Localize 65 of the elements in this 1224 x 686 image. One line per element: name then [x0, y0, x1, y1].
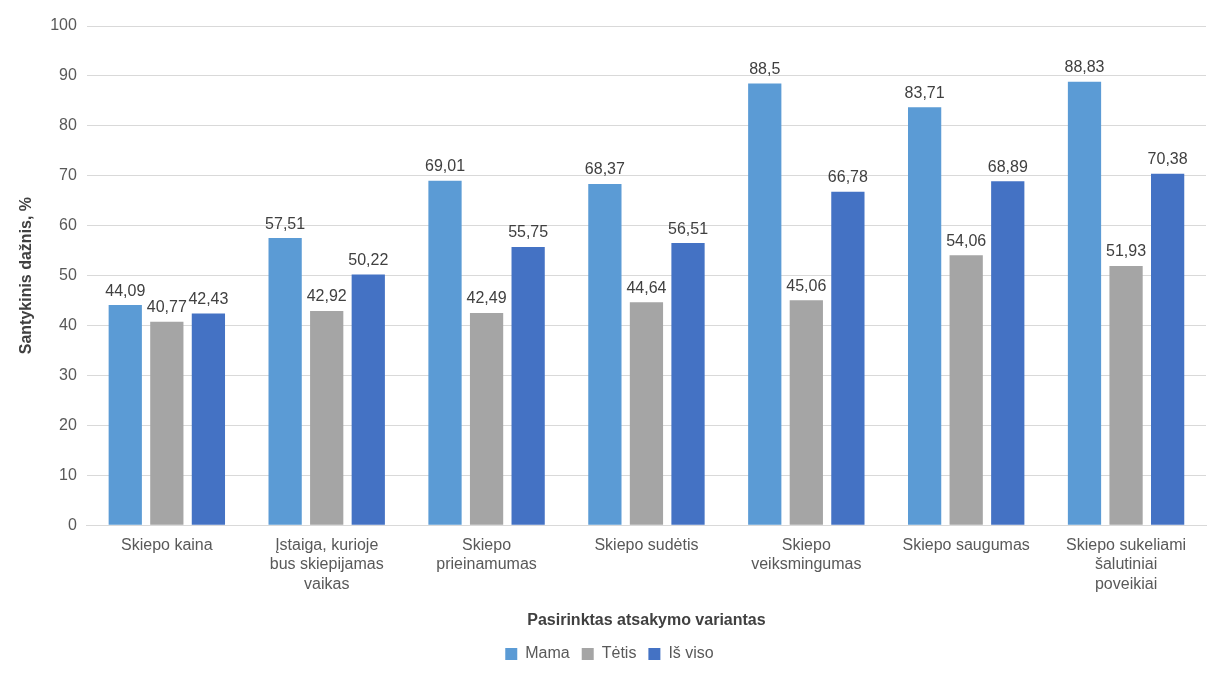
bar [748, 83, 782, 525]
bar [831, 191, 865, 525]
bar [1151, 173, 1185, 525]
bar [351, 274, 385, 525]
x-tick-label: Įstaiga, kurioje bus skiepijamas vaikas [269, 536, 384, 592]
y-tick-label: 0 [67, 515, 77, 533]
bar [511, 246, 545, 525]
x-tick-label: Skiepo kaina [121, 536, 213, 554]
x-tick-label: Skiepo saugumas [902, 536, 1030, 554]
y-tick-label: 70 [59, 166, 77, 184]
data-label: 57,51 [265, 214, 306, 232]
data-label: 50,22 [348, 250, 389, 268]
y-tick-label: 40 [59, 315, 77, 333]
bar [108, 305, 142, 525]
data-label: 54,06 [946, 231, 987, 249]
x-tick-label: Skiepo prieinamumas [436, 536, 537, 573]
bar [671, 243, 705, 525]
x-tick-label: Skiepo veiksmingumas [751, 536, 862, 573]
x-tick-label: Skiepo sudėtis [594, 536, 699, 554]
data-label: 83,71 [904, 83, 945, 101]
bar [991, 181, 1025, 525]
data-label: 68,37 [584, 160, 625, 178]
y-tick-label: 90 [59, 66, 77, 84]
bar [191, 313, 226, 525]
data-label: 56,51 [667, 219, 709, 237]
data-label: 55,75 [508, 223, 549, 241]
y-tick-label: 20 [59, 415, 77, 433]
data-label: 66,78 [827, 168, 868, 186]
y-tick-label: 60 [59, 216, 77, 234]
data-label: 51,93 [1106, 242, 1147, 260]
bar [428, 180, 462, 525]
data-label: 70,38 [1147, 150, 1188, 168]
data-label: 42,49 [466, 289, 507, 307]
bar [588, 183, 622, 525]
y-tick-label: 30 [59, 365, 77, 383]
bar [310, 310, 344, 525]
data-label: 42,43 [188, 289, 229, 307]
data-label: 44,09 [105, 281, 146, 299]
legend-label: Tėtis [601, 644, 637, 662]
data-label: 45,06 [786, 276, 827, 294]
bar [629, 302, 664, 525]
x-tick-label: Skiepo sukeliami šalutiniai poveikiai [1066, 536, 1187, 592]
x-axis-title: Pasirinktas atsakymo variantas [527, 610, 766, 628]
legend-label: Iš viso [668, 644, 714, 662]
data-label: 40,77 [146, 298, 187, 316]
bar [268, 238, 302, 525]
bar [789, 300, 823, 525]
y-tick-label: 100 [50, 16, 77, 34]
bar [469, 313, 504, 525]
y-tick-label: 50 [59, 266, 77, 284]
data-label: 69,01 [424, 157, 466, 175]
y-axis-title: Santykinis dažnis, % [17, 196, 35, 355]
bar [150, 321, 184, 525]
data-label: 44,64 [626, 278, 667, 296]
bar [1067, 81, 1102, 525]
y-tick-label: 80 [59, 116, 77, 134]
y-tick-label: 10 [59, 465, 77, 483]
bar [1109, 265, 1143, 525]
data-label: 88,5 [749, 59, 781, 77]
data-label: 68,89 [987, 157, 1028, 175]
legend-label: Mama [525, 644, 570, 662]
data-label: 42,92 [306, 287, 347, 305]
bar [908, 107, 942, 525]
bar [949, 255, 983, 525]
data-label: 88,83 [1064, 58, 1105, 76]
